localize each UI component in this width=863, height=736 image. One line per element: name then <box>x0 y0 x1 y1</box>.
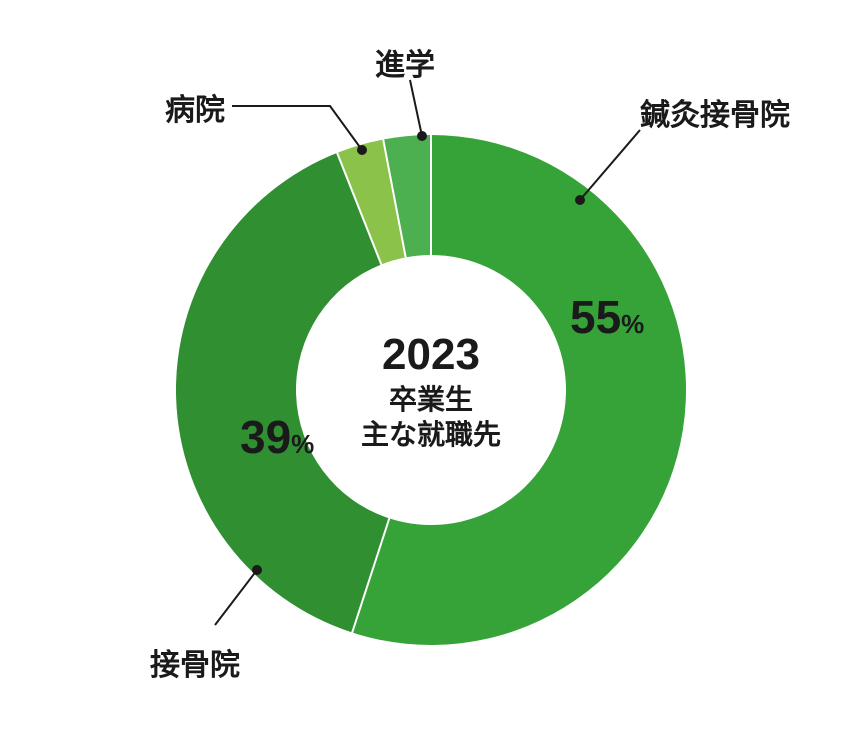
leader-line-lab_shinkyu <box>580 130 640 200</box>
lab_sekkotsu: 接骨院 <box>150 640 240 684</box>
lab_shinkyu: 鍼灸接骨院 <box>640 90 790 134</box>
leader-dot-lab_sekkotsu <box>252 565 262 575</box>
leader-dot-lab_byoin <box>357 145 367 155</box>
leader-line-lab_sekkotsu <box>215 570 257 625</box>
leader-dot-lab_shinkyu <box>575 195 585 205</box>
percent-number: 55 <box>570 291 621 343</box>
lab_shingaku: 進学 <box>375 40 435 84</box>
leader-dot-lab_shingaku <box>417 131 427 141</box>
center-text-block: 2023 卒業生 主な就職先 <box>296 327 566 452</box>
leader-line-lab_byoin <box>232 106 362 150</box>
percent-p55: 55% <box>570 290 644 344</box>
percent-sign: % <box>291 429 314 459</box>
center-year: 2023 <box>296 327 566 382</box>
leader-line-lab_shingaku <box>410 80 422 136</box>
donut-chart: 2023 卒業生 主な就職先 鍼灸接骨院接骨院病院進学55%39% <box>0 0 863 736</box>
lab_byoin: 病院 <box>165 85 225 129</box>
percent-p39: 39% <box>240 410 314 464</box>
percent-number: 39 <box>240 411 291 463</box>
percent-sign: % <box>621 309 644 339</box>
center-line1: 卒業生 <box>296 382 566 417</box>
center-line2: 主な就職先 <box>296 417 566 452</box>
